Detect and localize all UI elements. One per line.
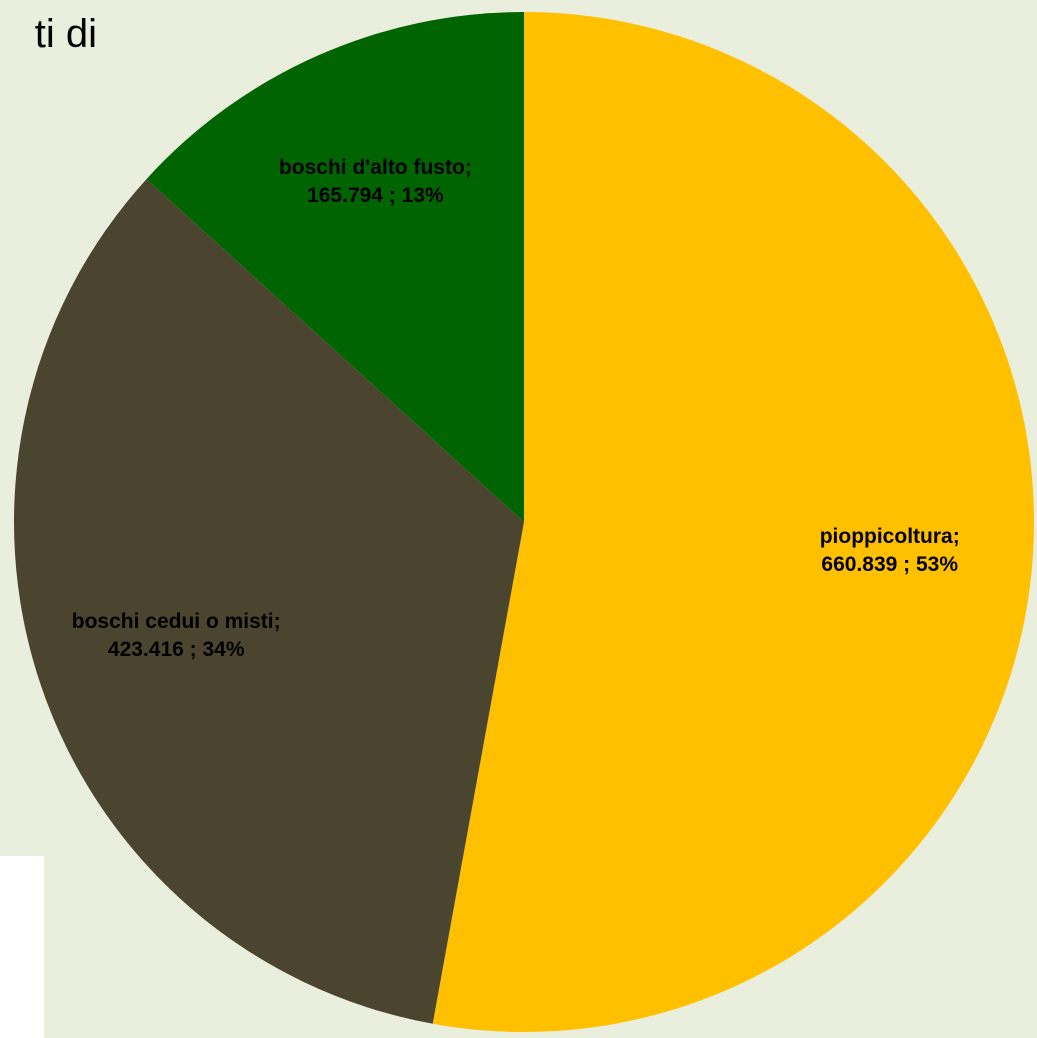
pie-slice bbox=[432, 12, 1035, 1032]
slice-value-label: 423.416 ; 34% bbox=[108, 638, 245, 661]
slice-value-label: 165.794 ; 13% bbox=[307, 184, 444, 207]
slice-category-label: boschi d'alto fusto; bbox=[279, 156, 472, 179]
pie-slice bbox=[146, 12, 524, 522]
slice-value-label: 660.839 ; 53% bbox=[821, 553, 958, 576]
pie-slice bbox=[14, 179, 524, 1024]
slice-category-label: boschi cedui o misti; bbox=[72, 610, 281, 633]
slice-category-label: pioppicoltura; bbox=[820, 525, 960, 548]
chart-title: ti di bbox=[35, 12, 97, 56]
white-panel bbox=[0, 856, 44, 1038]
